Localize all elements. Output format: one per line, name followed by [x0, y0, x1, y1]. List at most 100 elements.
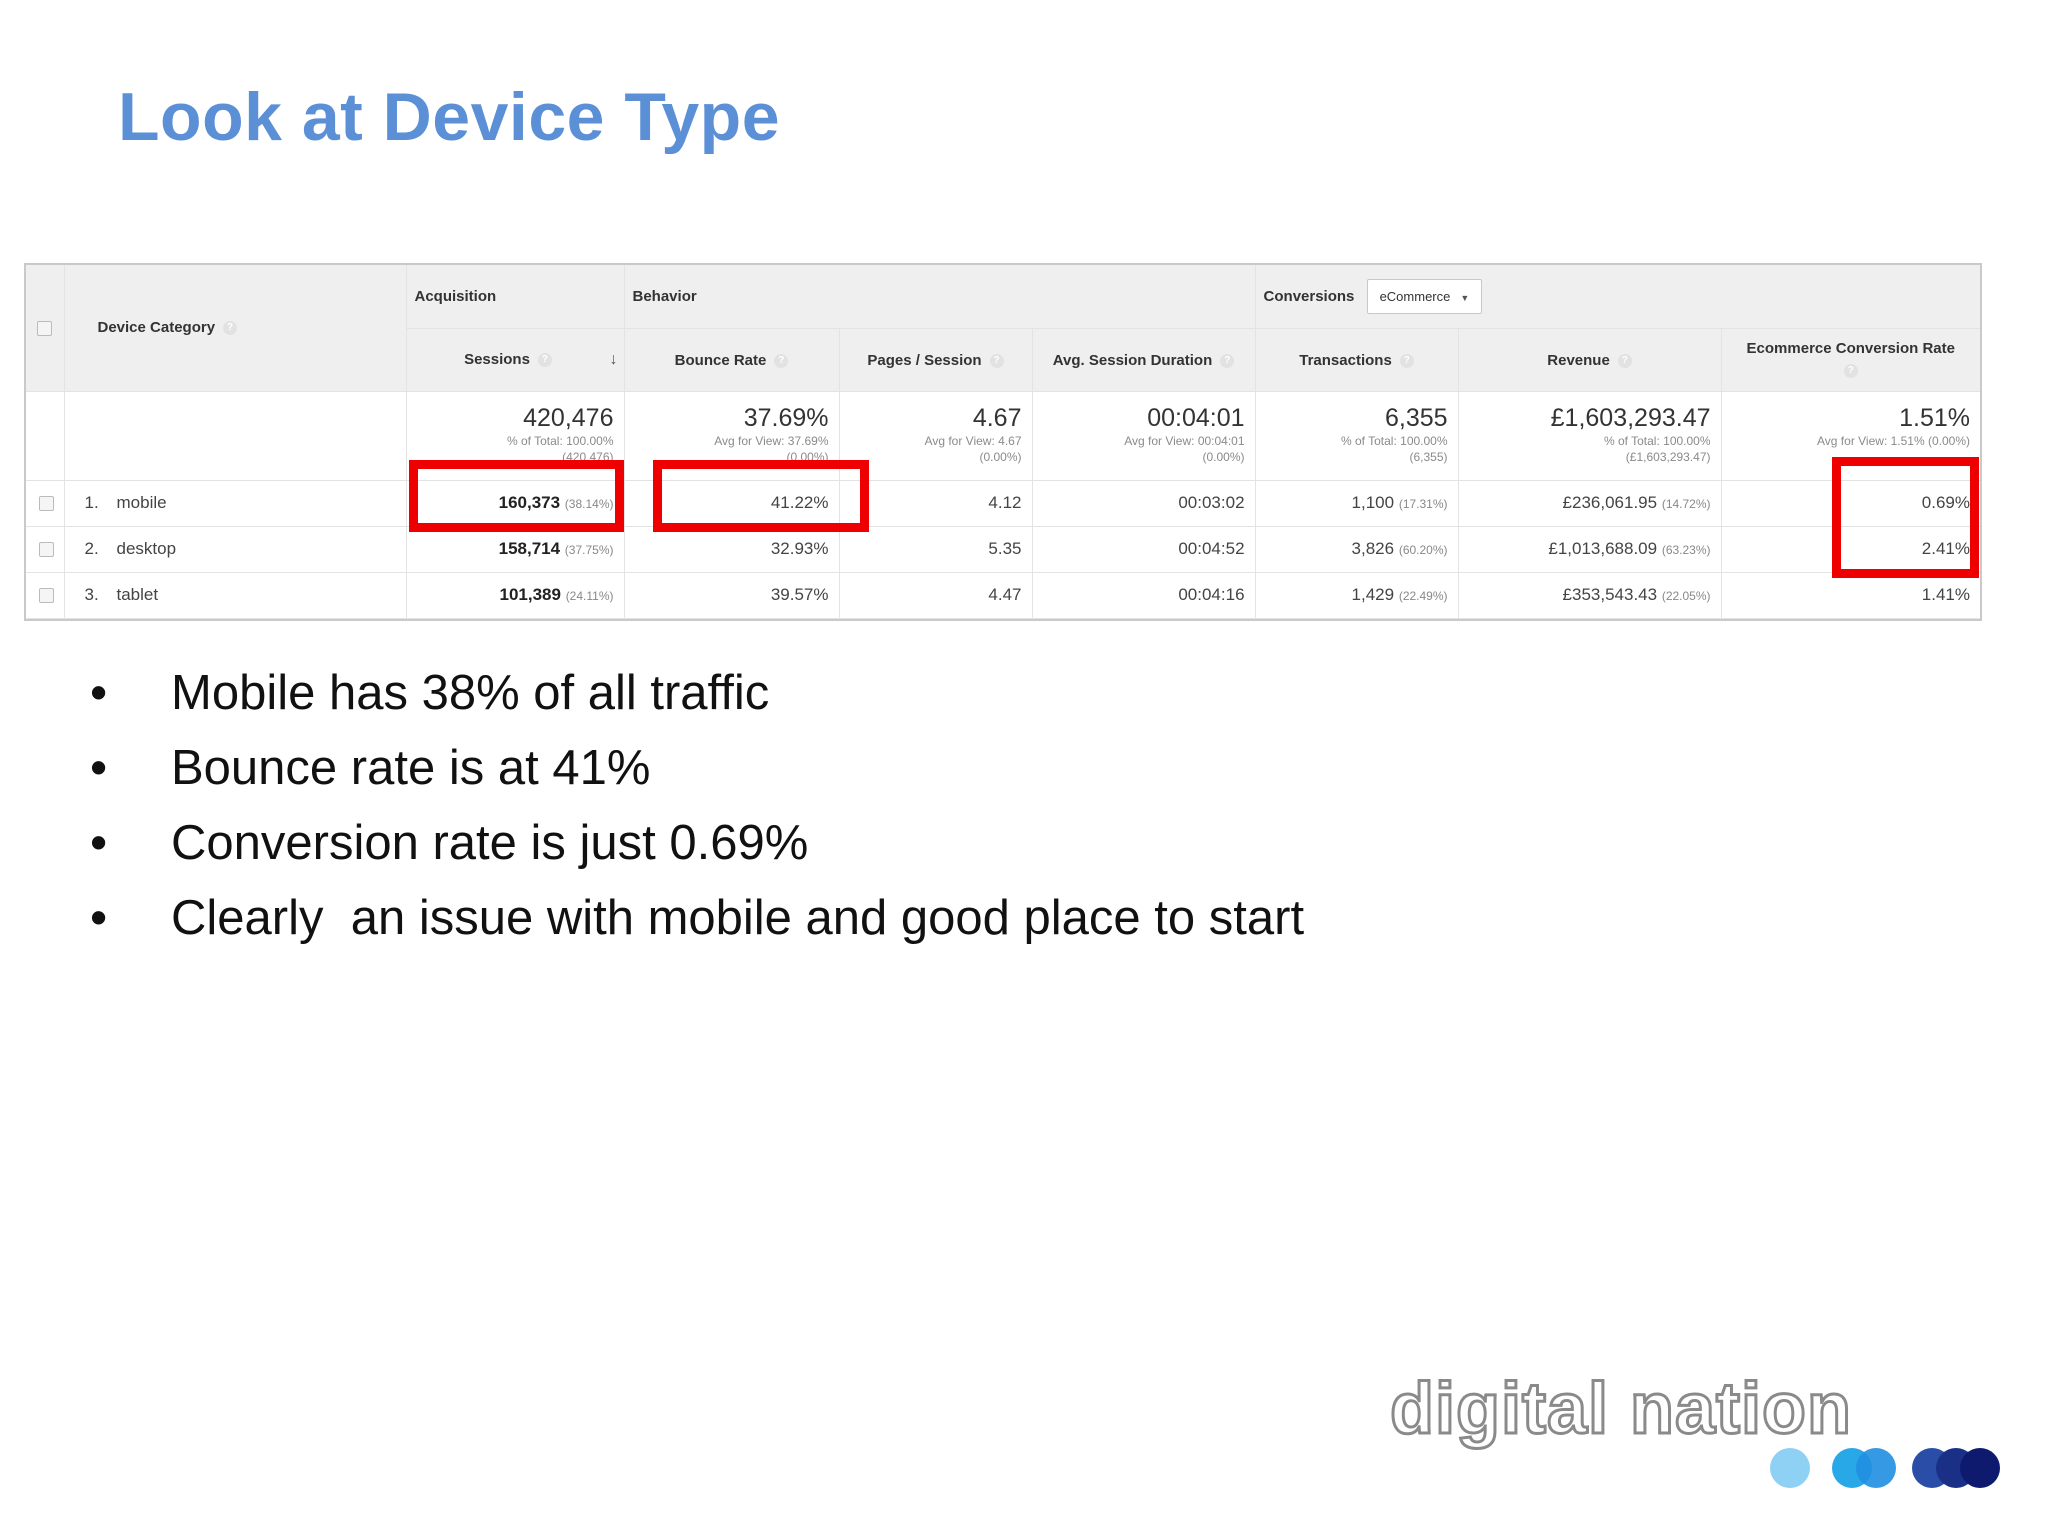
row-avg-session-duration: 00:03:02 [1032, 480, 1256, 527]
row-index: 1. [84, 493, 99, 513]
total-note: Avg for View: 4.67 [924, 433, 1022, 448]
row-transactions: 3,826 (60.20%) [1255, 526, 1459, 573]
help-icon[interactable]: ? [989, 353, 1004, 368]
row-dimension: 2. desktop [64, 526, 407, 573]
column-header-ecommerce-conversion-rate[interactable]: Ecommerce Conversion Rate? [1721, 328, 1980, 392]
column-header-bounce-rate[interactable]: Bounce Rate? [624, 328, 840, 392]
bullet-glyph: • [90, 816, 108, 870]
total-note: (6,355) [1409, 449, 1448, 464]
totals-pages-session: 4.67 Avg for View: 4.67 (0.00%) [839, 391, 1033, 481]
total-value: 6,355 [1384, 403, 1448, 432]
row-dimension: 3. tablet [64, 572, 407, 620]
table-row: 3. tablet 101,389 (24.11%) 39.57% 4.47 00… [26, 572, 1980, 620]
device-link[interactable]: desktop [116, 539, 177, 559]
device-link[interactable]: tablet [116, 585, 159, 605]
row-pages-session: 5.35 [839, 526, 1033, 573]
conversion-type-select[interactable]: eCommerce ▼ [1366, 279, 1483, 315]
acquisition-group-header: Acquisition [406, 265, 625, 330]
totals-transactions: 6,355% of Total: 100.00% (6,355) [1255, 391, 1459, 481]
select-all-checkbox[interactable] [37, 320, 53, 336]
column-header-transactions[interactable]: Transactions? [1255, 328, 1459, 392]
row-checkbox-cell [26, 572, 65, 620]
ecommerce-conversion-rate-header-label: Ecommerce Conversion Rate [1746, 340, 1955, 358]
total-value: £1,603,293.47 [1550, 403, 1711, 432]
totals-row: 420,476% of Total: 100.00% (420,476) 37.6… [26, 391, 1980, 481]
transactions-value: 1,429 [1351, 585, 1395, 605]
row-pages-session: 4.47 [839, 572, 1033, 620]
column-header-avg-session-duration[interactable]: Avg. Session Duration? [1032, 328, 1256, 392]
select-all-cell [26, 265, 65, 392]
column-header-sessions[interactable]: Sessions? ↓ [406, 328, 625, 392]
total-note: % of Total: 100.00% [1341, 433, 1448, 448]
sessions-value: 160,373 [498, 493, 561, 513]
sessions-header-label: Sessions [464, 351, 530, 369]
sessions-value: 101,389 [499, 585, 561, 605]
row-bounce-rate: 32.93% [624, 526, 840, 573]
row-sessions: 101,389 (24.11%) [406, 572, 625, 620]
table-row: 1. mobile 160,373 (38.14%) 41.22% 4.12 00… [26, 480, 1980, 527]
total-value: 37.69% [743, 403, 829, 432]
bullet-text: Clearly an issue with mobile and good pl… [171, 891, 1305, 945]
row-revenue: £236,061.95 (14.72%) [1458, 480, 1722, 527]
revenue-value: £236,061.95 [1562, 493, 1658, 513]
sessions-percent: (37.75%) [564, 543, 614, 558]
revenue-header-label: Revenue [1547, 351, 1610, 369]
transactions-value: 1,100 [1351, 493, 1395, 513]
row-ecommerce-conversion-rate: 1.41% [1721, 572, 1980, 620]
help-icon[interactable]: ? [223, 321, 238, 336]
device-category-report-table: Device Category? Acquisition Behavior Co… [24, 263, 1982, 621]
totals-avg-session-duration: 00:04:01 Avg for View: 00:04:01 (0.00%) [1032, 391, 1256, 481]
digital-nation-logo: digital nation [1389, 1368, 2030, 1500]
transactions-value: 3,826 [1351, 539, 1395, 559]
row-transactions: 1,429 (22.49%) [1255, 572, 1459, 620]
help-icon[interactable]: ? [1220, 353, 1235, 368]
row-checkbox[interactable] [38, 542, 54, 558]
help-icon[interactable]: ? [1843, 364, 1858, 379]
bullet-text: Mobile has 38% of all traffic [171, 666, 770, 720]
row-checkbox-cell [26, 480, 65, 527]
device-link[interactable]: mobile [116, 493, 167, 513]
total-note: (0.00%) [1202, 449, 1245, 464]
column-header-pages-session[interactable]: Pages / Session? [839, 328, 1033, 392]
column-header-revenue[interactable]: Revenue? [1458, 328, 1722, 392]
conversions-label: Conversions [1263, 288, 1355, 306]
totals-dimension-cell [64, 391, 407, 481]
transactions-percent: (17.31%) [1398, 497, 1448, 512]
slide-title: Look at Device Type [118, 79, 781, 155]
bullet-text: Conversion rate is just 0.69% [171, 816, 809, 870]
row-transactions: 1,100 (17.31%) [1255, 480, 1459, 527]
bullet-glyph: • [90, 666, 108, 720]
pages-session-header-label: Pages / Session [867, 351, 982, 369]
bullet-text: Bounce rate is at 41% [171, 741, 651, 795]
revenue-percent: (22.05%) [1661, 589, 1711, 604]
highlight-box-conversion-rate [1832, 457, 1979, 578]
logo-dot-icon [1856, 1448, 1896, 1488]
revenue-value: £1,013,688.09 [1548, 539, 1658, 559]
total-value: 1.51% [1899, 403, 1970, 432]
table-row: 2. desktop 158,714 (37.75%) 32.93% 5.35 0… [26, 526, 1980, 573]
total-note: Avg for View: 00:04:01 [1124, 433, 1245, 448]
row-index: 2. [84, 539, 99, 559]
conversion-type-value: eCommerce [1379, 289, 1451, 305]
chevron-down-icon: ▼ [1460, 293, 1470, 304]
row-checkbox[interactable] [38, 588, 54, 604]
help-icon[interactable]: ? [537, 353, 552, 368]
help-icon[interactable]: ? [1617, 353, 1632, 368]
help-icon[interactable]: ? [1399, 353, 1414, 368]
dimension-header[interactable]: Device Category? [64, 265, 407, 392]
row-avg-session-duration: 00:04:52 [1032, 526, 1256, 573]
row-index: 3. [84, 585, 99, 605]
row-ecommerce-conversion-rate: 0.69% [1721, 480, 1980, 527]
row-pages-session: 4.12 [839, 480, 1033, 527]
total-note: (£1,603,293.47) [1625, 449, 1711, 464]
row-dimension: 1. mobile [64, 480, 407, 527]
total-value: 00:04:01 [1147, 403, 1245, 432]
total-value: 4.67 [972, 403, 1022, 432]
bullet-glyph: • [90, 891, 108, 945]
logo-dot-icon [1770, 1448, 1810, 1488]
row-checkbox[interactable] [38, 496, 54, 512]
help-icon[interactable]: ? [774, 353, 789, 368]
transactions-percent: (22.49%) [1398, 589, 1448, 604]
sort-descending-icon[interactable]: ↓ [609, 351, 618, 369]
total-note: (0.00%) [979, 449, 1022, 464]
